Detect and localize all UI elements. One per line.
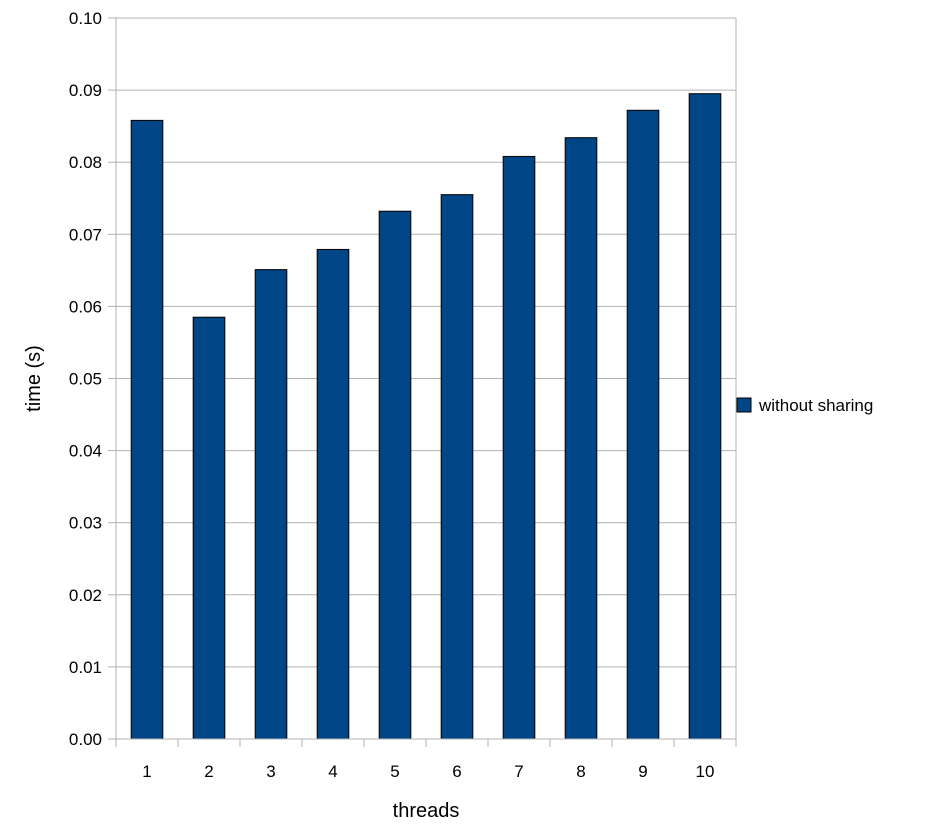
bar bbox=[564, 137, 598, 740]
x-tick-label: 6 bbox=[452, 762, 461, 781]
y-tick-label: 0.00 bbox=[69, 730, 102, 749]
bar bbox=[130, 119, 164, 740]
y-tick-label: 0.10 bbox=[69, 9, 102, 28]
bar bbox=[378, 210, 412, 740]
x-tick-label: 7 bbox=[514, 762, 523, 781]
tick-labels: 0.00 0.01 0.02 0.03 0.04 0.05 0.06 0.07 0.08 0.09… bbox=[69, 9, 715, 781]
legend-label: without sharing bbox=[758, 396, 873, 415]
legend-swatch bbox=[736, 397, 752, 413]
bar bbox=[440, 194, 474, 740]
y-tick-label: 0.05 bbox=[69, 370, 102, 389]
bar bbox=[688, 93, 722, 740]
y-tick-label: 0.03 bbox=[69, 514, 102, 533]
bar bbox=[626, 109, 660, 740]
x-axis-title: threads bbox=[393, 800, 460, 822]
x-tick-label: 2 bbox=[204, 762, 213, 781]
legend: without sharing bbox=[736, 396, 873, 415]
x-tick-label: 9 bbox=[638, 762, 647, 781]
bar bbox=[502, 155, 536, 740]
x-tick-label: 5 bbox=[390, 762, 399, 781]
bar bbox=[192, 316, 226, 740]
y-axis-title: time (s) bbox=[23, 345, 45, 412]
y-tick-label: 0.07 bbox=[69, 225, 102, 244]
x-tick-label: 10 bbox=[696, 762, 715, 781]
bars bbox=[130, 93, 722, 740]
y-tick-label: 0.04 bbox=[69, 442, 102, 461]
x-tick-label: 8 bbox=[576, 762, 585, 781]
y-tick-label: 0.09 bbox=[69, 81, 102, 100]
axes bbox=[108, 17, 737, 747]
y-tick-label: 0.02 bbox=[69, 586, 102, 605]
x-tick-label: 3 bbox=[266, 762, 275, 781]
y-tick-label: 0.08 bbox=[69, 153, 102, 172]
bar bbox=[316, 248, 350, 740]
x-tick-label: 1 bbox=[142, 762, 151, 781]
y-tick-label: 0.06 bbox=[69, 297, 102, 316]
y-tick-label: 0.01 bbox=[69, 658, 102, 677]
bar bbox=[254, 269, 288, 740]
x-tick-label: 4 bbox=[328, 762, 337, 781]
